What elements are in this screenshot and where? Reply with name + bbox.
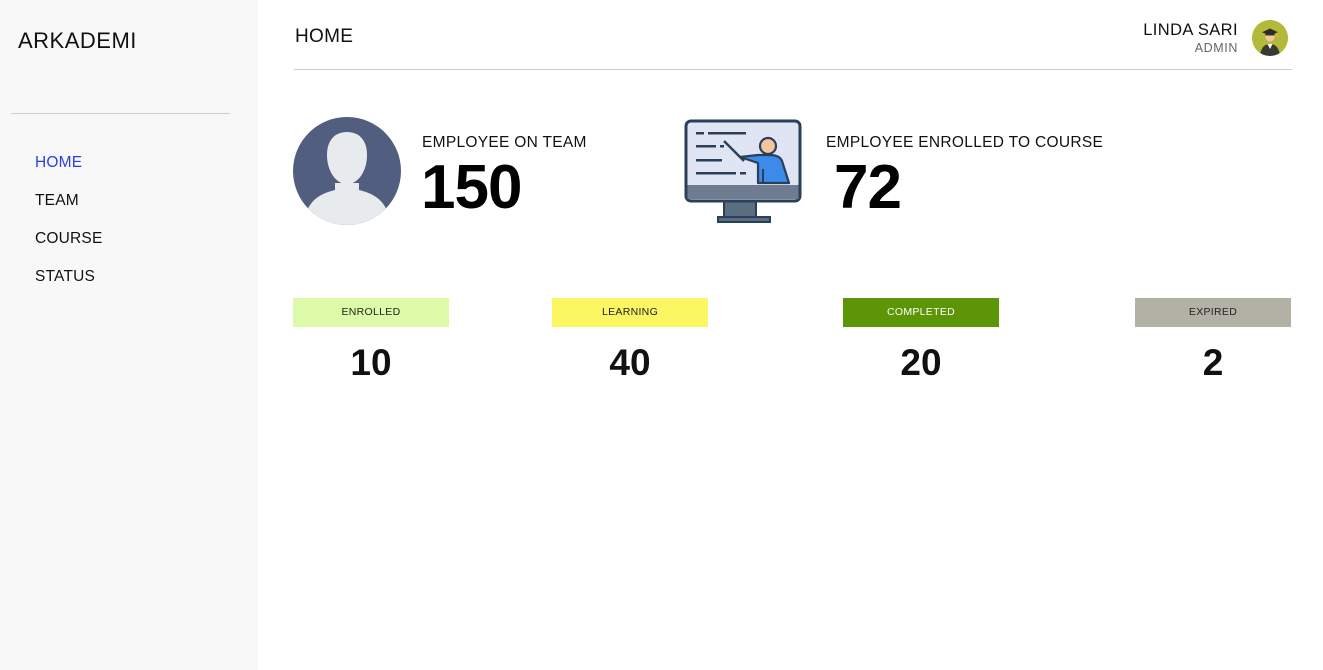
status-card-learning[interactable]: LEARNING 40 [552,298,708,385]
course-stat-label: EMPLOYEE ENROLLED TO COURSE [826,134,1104,151]
brand-logo[interactable]: ARKADEMI [18,28,137,53]
user-role: ADMIN [1194,41,1238,55]
team-stat-value: 150 [421,153,522,222]
status-value-expired: 2 [1202,342,1224,383]
status-value-learning: 40 [609,342,651,383]
status-value-completed: 20 [900,342,942,383]
status-card-expired[interactable]: EXPIRED 2 [1135,298,1291,385]
status-card-enrolled[interactable]: ENROLLED 10 [293,298,449,385]
status-badge-completed: COMPLETED [843,298,999,327]
user-info[interactable]: LINDA SARI ADMIN [1143,20,1238,56]
graduate-avatar-icon [1252,20,1288,56]
course-stat-value: 72 [834,153,902,222]
status-badge-learning: LEARNING [552,298,708,327]
sidebar: ARKADEMI HOME TEAM COURSE STATUS [0,0,258,670]
status-badge-enrolled: ENROLLED [293,298,449,327]
status-card-completed[interactable]: COMPLETED 20 [843,298,999,385]
sidebar-item-home[interactable]: HOME [35,154,83,171]
header-divider [294,69,1292,70]
sidebar-item-status[interactable]: STATUS [35,268,96,285]
status-badge-expired: EXPIRED [1135,298,1291,327]
sidebar-item-course[interactable]: COURSE [35,230,103,247]
sidebar-item-team[interactable]: TEAM [35,192,79,209]
avatar[interactable] [1252,20,1288,56]
team-stat-label: EMPLOYEE ON TEAM [422,134,587,151]
page-title: HOME [295,26,354,47]
user-name: LINDA SARI [1143,21,1238,39]
employee-avatar-icon [293,117,401,225]
sidebar-nav: HOME TEAM COURSE STATUS [35,153,103,305]
sidebar-divider [11,113,230,114]
presentation-monitor-icon [684,119,802,223]
status-value-enrolled: 10 [350,342,392,383]
